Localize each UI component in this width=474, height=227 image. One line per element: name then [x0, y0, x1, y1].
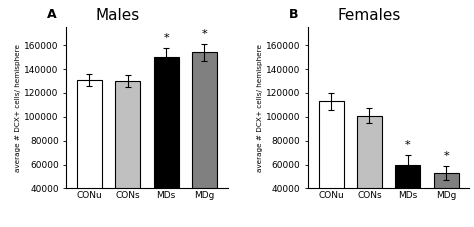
Bar — [154, 57, 179, 227]
Text: *: * — [405, 140, 410, 150]
Bar — [319, 101, 344, 227]
Text: Females: Females — [337, 8, 401, 23]
Bar — [357, 116, 382, 227]
Text: Males: Males — [95, 8, 140, 23]
Bar — [77, 80, 102, 227]
Text: *: * — [201, 29, 207, 39]
Bar — [395, 165, 420, 227]
Text: B: B — [289, 8, 298, 21]
Bar — [192, 52, 217, 227]
Text: A: A — [47, 8, 57, 21]
Bar — [115, 81, 140, 227]
Text: *: * — [164, 33, 169, 43]
Y-axis label: average # DCX+ cells/ hemisphere: average # DCX+ cells/ hemisphere — [257, 44, 263, 172]
Y-axis label: average # DCX+ cells/ hemisphere: average # DCX+ cells/ hemisphere — [16, 44, 21, 172]
Bar — [434, 173, 459, 227]
Text: *: * — [443, 151, 449, 161]
